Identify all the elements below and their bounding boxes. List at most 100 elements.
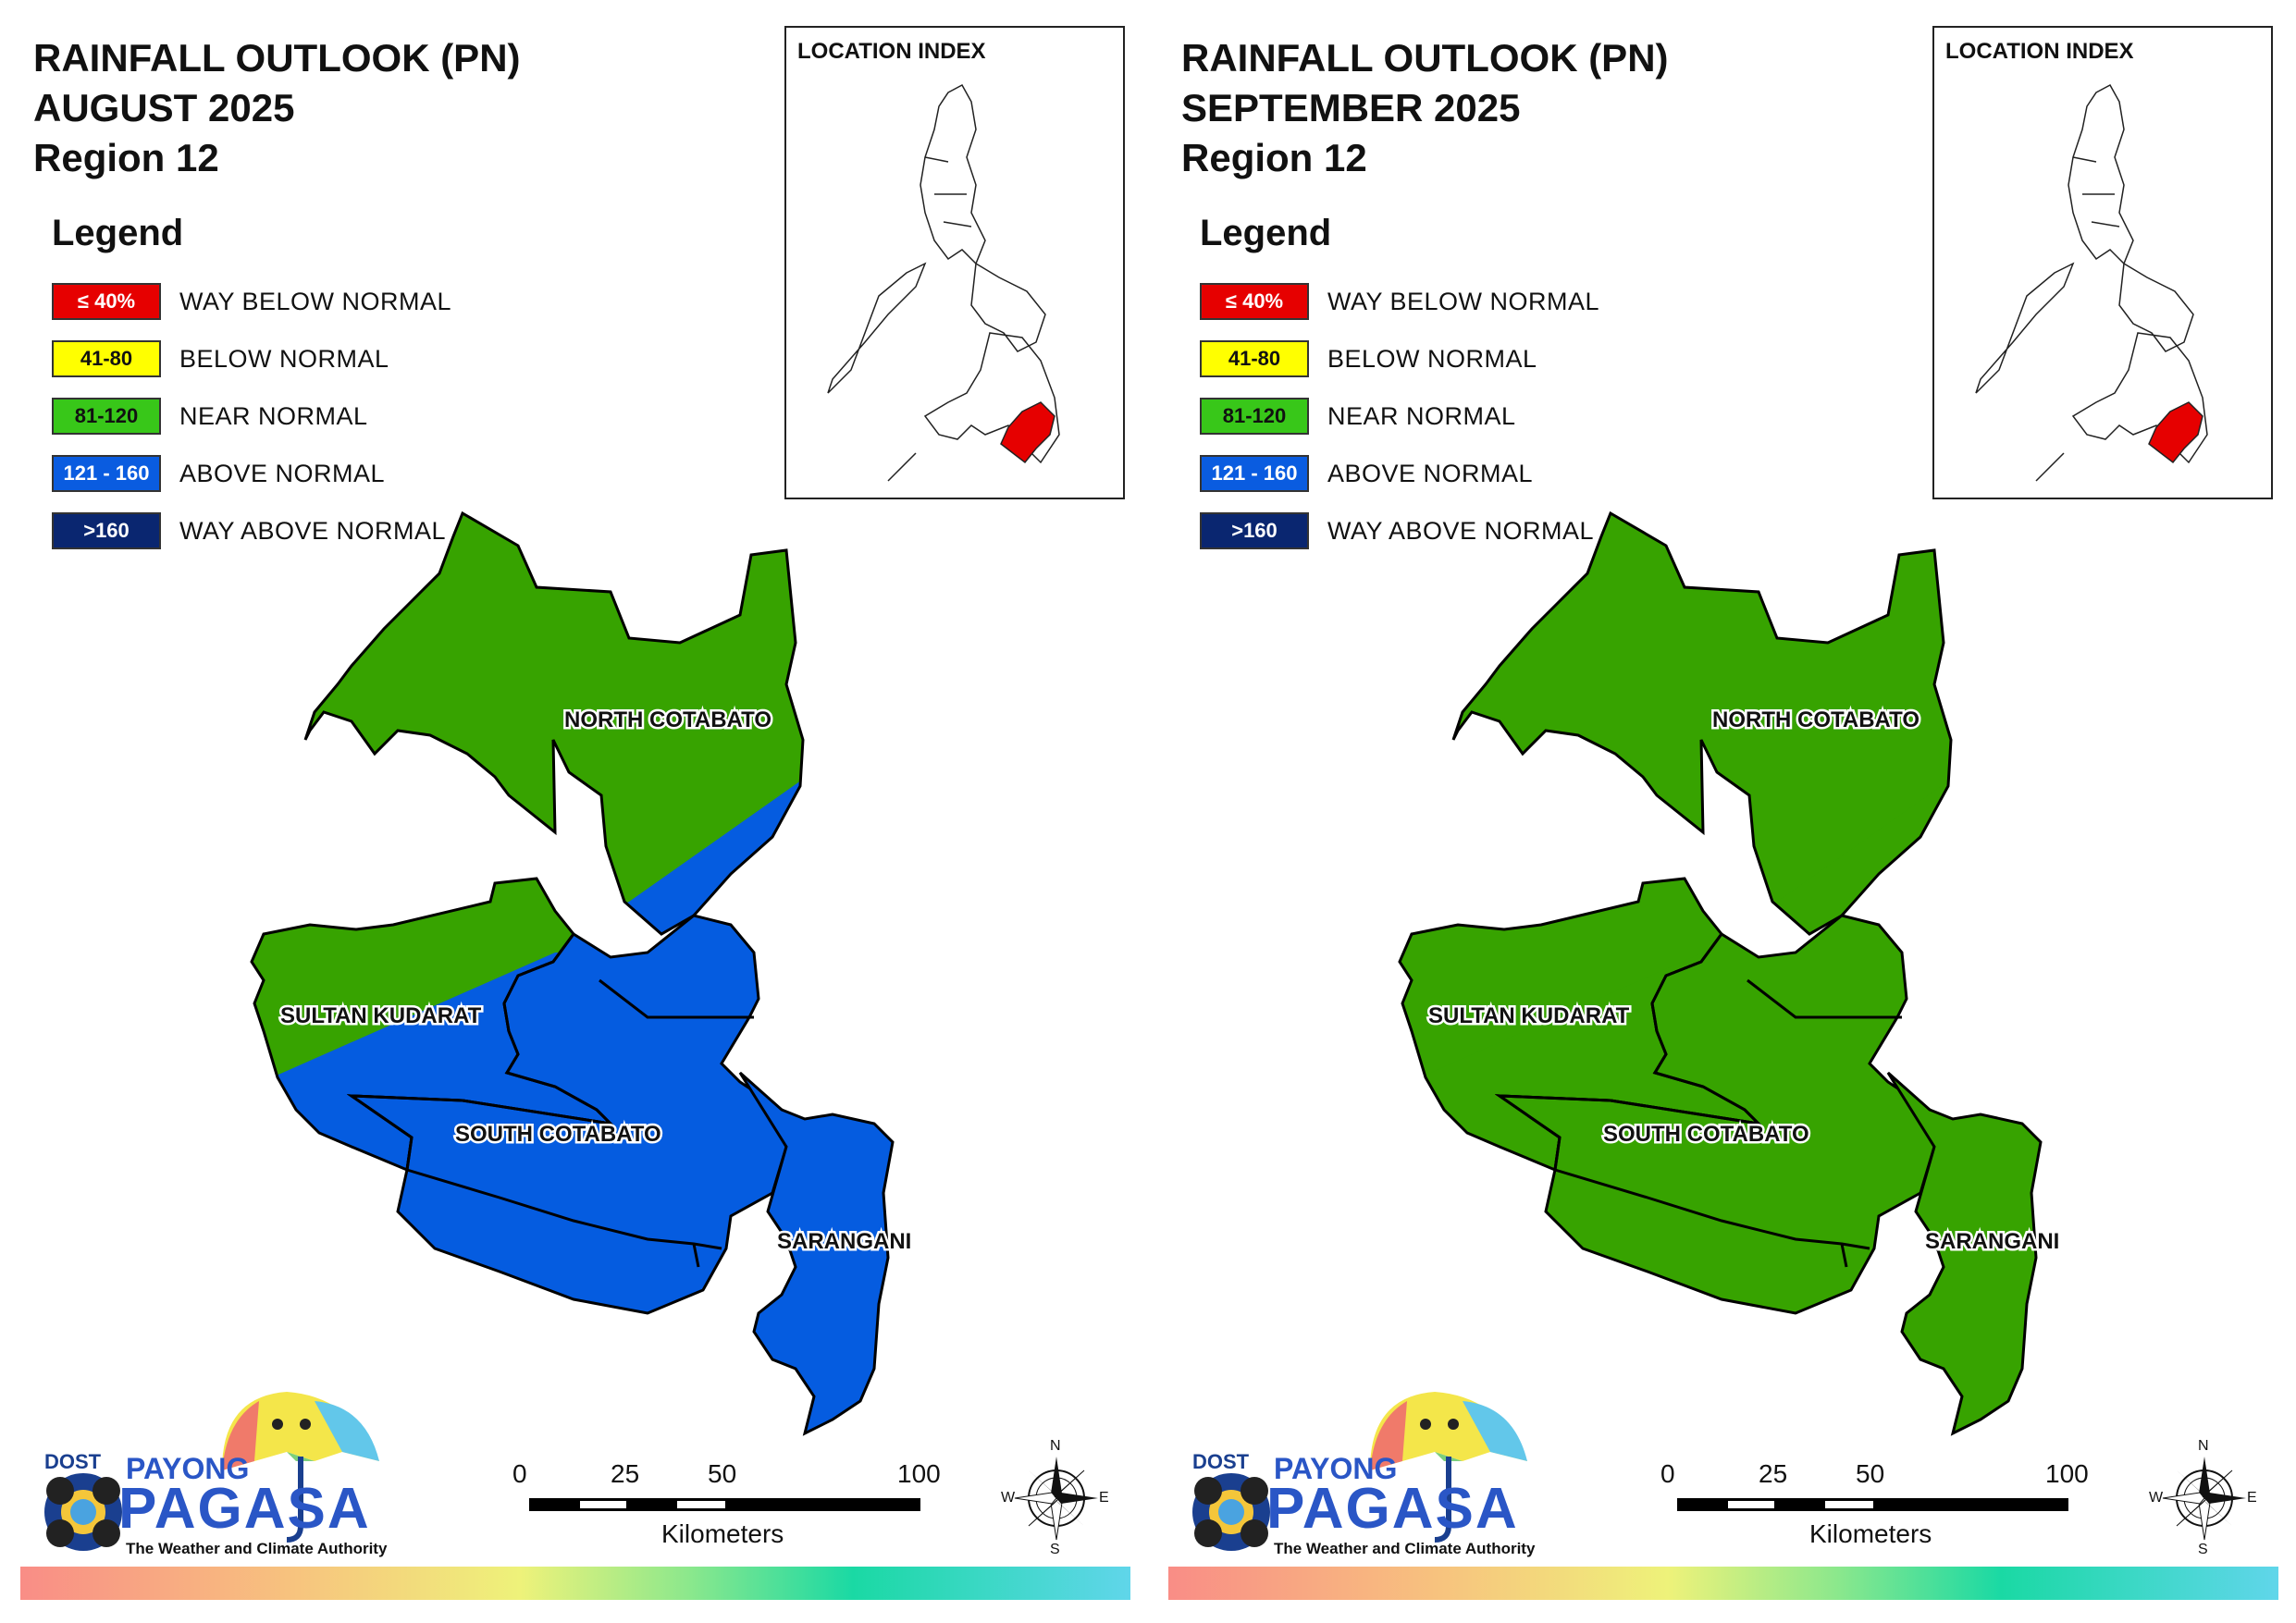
legend-swatch: 121 - 160	[1200, 455, 1309, 492]
compass-w: W	[1001, 1490, 1016, 1506]
september-panel: RAINFALL OUTLOOK (PN) SEPTEMBER 2025 Reg…	[1148, 0, 2296, 1623]
legend-swatch: >160	[52, 512, 161, 549]
legend-label: WAY BELOW NORMAL	[1327, 287, 1600, 315]
title-line-3: Region 12	[33, 136, 219, 179]
north-cotabato-label: NORTH COTABATO	[1712, 707, 1920, 732]
compass-rose: N S W E	[1001, 1438, 1112, 1558]
legend-label: WAY BELOW NORMAL	[179, 287, 452, 315]
legend-item-above: 121 - 160 ABOVE NORMAL	[1200, 445, 1599, 502]
title-line-1: RAINFALL OUTLOOK (PN)	[1181, 36, 1669, 80]
payong-text: PAYONG	[1274, 1452, 1398, 1485]
sultan-kudarat-label: SULTAN KUDARAT	[280, 1003, 482, 1028]
legend-item-near: 81-120 NEAR NORMAL	[52, 387, 451, 445]
legend-title: Legend	[1200, 213, 1332, 253]
legend-label: WAY ABOVE NORMAL	[1327, 516, 1595, 545]
legend-item-below: 41-80 BELOW NORMAL	[52, 330, 451, 387]
compass-e: E	[2247, 1490, 2257, 1506]
scale-bar-graphic	[1677, 1498, 2068, 1511]
legend-title: Legend	[52, 213, 184, 253]
umbrella-icon	[44, 1392, 379, 1551]
philippines-outline-icon	[827, 83, 1060, 482]
legend-item-way-below: ≤ 40% WAY BELOW NORMAL	[1200, 273, 1599, 330]
legend-swatch: ≤ 40%	[52, 283, 161, 320]
location-index: LOCATION INDEX	[1932, 26, 2273, 499]
scale-unit: Kilometers	[1809, 1519, 1932, 1548]
tagline-text: The Weather and Climate Authority	[126, 1540, 388, 1557]
payong-pagasa-logo: DOST PAYONG PAGASA The Weather and Clima…	[1176, 1387, 1546, 1563]
legend: Legend ≤ 40% WAY BELOW NORMAL 41-80 BELO…	[52, 213, 451, 559]
compass-icon	[2162, 1457, 2246, 1541]
legend-label: NEAR NORMAL	[1327, 401, 1516, 430]
legend-label: BELOW NORMAL	[179, 344, 389, 373]
compass-s: S	[1050, 1542, 1060, 1557]
scale-tick-50: 50	[1856, 1459, 1885, 1488]
south-cotabato-region	[1494, 914, 1936, 1315]
tagline-text: The Weather and Climate Authority	[1274, 1540, 1536, 1557]
legend-item-way-below: ≤ 40% WAY BELOW NORMAL	[52, 273, 451, 330]
legend-label: WAY ABOVE NORMAL	[179, 516, 447, 545]
scale-tick-25: 25	[611, 1459, 640, 1488]
compass-w: W	[2149, 1490, 2164, 1506]
legend-swatch: 41-80	[52, 340, 161, 377]
scale-tick-100: 100	[897, 1459, 941, 1488]
legend-label: BELOW NORMAL	[1327, 344, 1537, 373]
legend-swatch: 121 - 160	[52, 455, 161, 492]
compass-e: E	[1099, 1490, 1109, 1506]
scale-tick-0: 0	[1660, 1459, 1675, 1488]
umbrella-icon	[1192, 1392, 1527, 1551]
legend-swatch: 81-120	[52, 398, 161, 435]
color-strip	[20, 1567, 1130, 1600]
map-title: RAINFALL OUTLOOK (PN) AUGUST 2025 Region…	[33, 33, 521, 183]
dost-text: DOST	[44, 1450, 102, 1473]
philippines-outline-icon	[1975, 83, 2208, 482]
sarangani-label: SARANGANI	[1925, 1229, 2059, 1254]
compass-n: N	[2198, 1438, 2209, 1454]
north-cotabato-label: NORTH COTABATO	[564, 707, 772, 732]
scale-bar: 0 25 50 100 Kilometers	[1660, 1459, 2092, 1552]
legend: Legend ≤ 40% WAY BELOW NORMAL 41-80 BELO…	[1200, 213, 1599, 559]
compass-s: S	[2198, 1542, 2208, 1557]
legend-swatch: ≤ 40%	[1200, 283, 1309, 320]
scale-bar-graphic	[529, 1498, 920, 1511]
south-cotabato-label: SOUTH COTABATO	[1603, 1122, 1809, 1147]
legend-item-near: 81-120 NEAR NORMAL	[1200, 387, 1599, 445]
scale-bar: 0 25 50 100 Kilometers	[512, 1459, 944, 1552]
scale-tick-50: 50	[708, 1459, 737, 1488]
title-line-2: SEPTEMBER 2025	[1181, 86, 1521, 129]
legend-item-above: 121 - 160 ABOVE NORMAL	[52, 445, 451, 502]
pagasa-text: PAGASA	[118, 1477, 371, 1541]
sarangani-label: SARANGANI	[777, 1229, 911, 1254]
scale-tick-0: 0	[512, 1459, 527, 1488]
title-line-1: RAINFALL OUTLOOK (PN)	[33, 36, 521, 80]
legend-label: ABOVE NORMAL	[179, 459, 386, 487]
south-cotabato-region	[346, 914, 788, 1315]
pagasa-text: PAGASA	[1266, 1477, 1519, 1541]
title-line-3: Region 12	[1181, 136, 1367, 179]
legend-item-way-above: >160 WAY ABOVE NORMAL	[52, 502, 451, 559]
sarangani-region	[1886, 1071, 2043, 1436]
location-index: LOCATION INDEX	[784, 26, 1125, 499]
region12-map: NORTH COTABATO SULTAN KUDARAT SOUTH COTA…	[250, 510, 912, 1436]
compass-icon	[1014, 1457, 1098, 1541]
sultan-kudarat-label: SULTAN KUDARAT	[1428, 1003, 1630, 1028]
august-panel: RAINFALL OUTLOOK (PN) AUGUST 2025 Region…	[20, 26, 1130, 1600]
color-strip	[1168, 1567, 2278, 1600]
compass-n: N	[1050, 1438, 1061, 1454]
legend-label: ABOVE NORMAL	[1327, 459, 1534, 487]
legend-swatch: 81-120	[1200, 398, 1309, 435]
sarangani-region	[738, 1071, 895, 1436]
legend-item-way-above: >160 WAY ABOVE NORMAL	[1200, 502, 1599, 559]
compass-rose: N S W E	[2149, 1438, 2260, 1558]
location-index-title: LOCATION INDEX	[797, 39, 986, 64]
location-index-title: LOCATION INDEX	[1945, 39, 2134, 64]
legend-swatch: >160	[1200, 512, 1309, 549]
region12-map: NORTH COTABATO SULTAN KUDARAT SOUTH COTA…	[1398, 510, 2062, 1436]
payong-pagasa-logo: DOST PAYONG PAGASA The Weather and Clima…	[28, 1387, 398, 1563]
legend-label: NEAR NORMAL	[179, 401, 368, 430]
scale-tick-100: 100	[2045, 1459, 2089, 1488]
title-line-2: AUGUST 2025	[33, 86, 295, 129]
dost-text: DOST	[1192, 1450, 1250, 1473]
south-cotabato-label: SOUTH COTABATO	[455, 1122, 661, 1147]
scale-tick-25: 25	[1759, 1459, 1788, 1488]
legend-swatch: 41-80	[1200, 340, 1309, 377]
